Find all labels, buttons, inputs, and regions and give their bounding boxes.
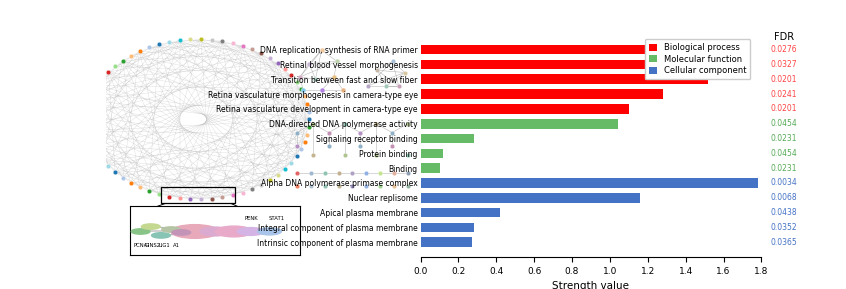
Text: 0.0201: 0.0201 <box>771 75 798 84</box>
Bar <box>420 163 440 173</box>
Text: 0.0365: 0.0365 <box>771 238 798 247</box>
Bar <box>420 223 474 232</box>
Legend: Biological process, Molecular function, Cellular component: Biological process, Molecular function, … <box>645 39 750 79</box>
Bar <box>420 104 629 114</box>
Text: 0.0438: 0.0438 <box>771 208 798 217</box>
Bar <box>162 187 235 203</box>
Bar <box>420 149 443 158</box>
Text: 0.0454: 0.0454 <box>771 149 798 158</box>
Bar <box>420 134 474 143</box>
Text: 0.0352: 0.0352 <box>771 223 798 232</box>
Bar <box>420 208 500 217</box>
Text: 0.0276: 0.0276 <box>771 45 798 54</box>
Bar <box>420 238 472 247</box>
Bar <box>420 178 758 188</box>
Text: 0.0454: 0.0454 <box>771 119 798 128</box>
Text: FDR: FDR <box>774 32 794 42</box>
Bar <box>420 45 746 54</box>
Bar <box>420 75 708 84</box>
Bar <box>420 193 640 203</box>
Bar <box>420 119 618 129</box>
Text: 0.0068: 0.0068 <box>771 193 798 202</box>
Bar <box>420 60 723 69</box>
Text: 0.0231: 0.0231 <box>771 134 798 143</box>
Text: 0.0201: 0.0201 <box>771 104 798 113</box>
Text: 0.0231: 0.0231 <box>771 164 798 173</box>
Text: 0.0034: 0.0034 <box>771 179 798 188</box>
Text: 0.0241: 0.0241 <box>771 90 798 99</box>
Bar <box>420 89 663 99</box>
Text: 0.0327: 0.0327 <box>771 60 798 69</box>
X-axis label: Strength value: Strength value <box>552 281 629 289</box>
